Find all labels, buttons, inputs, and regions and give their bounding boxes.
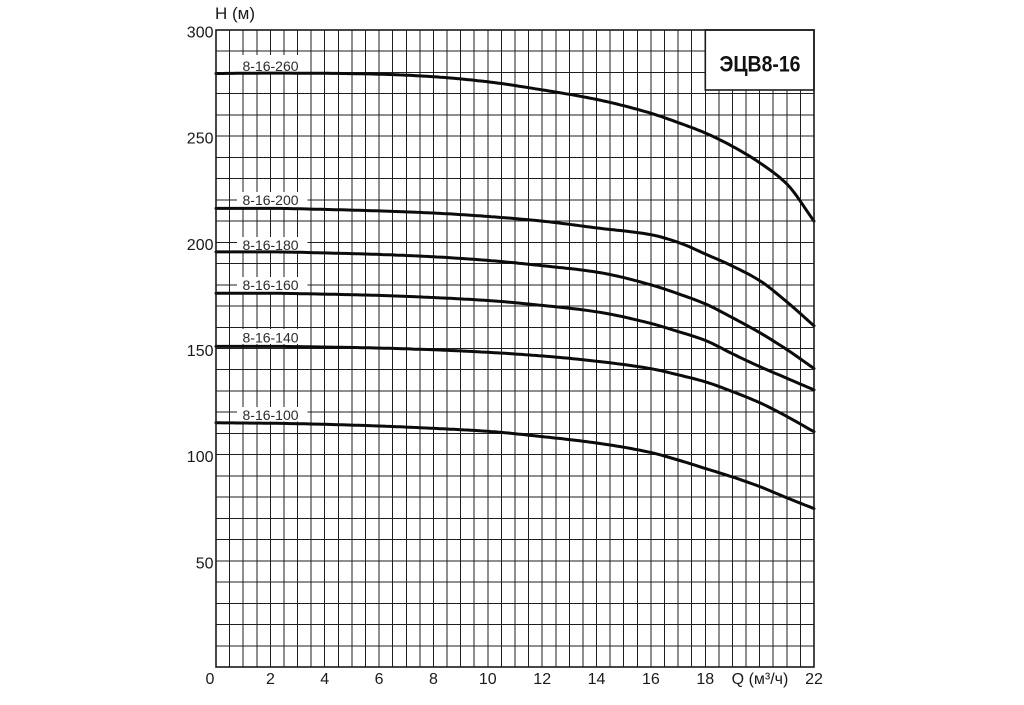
svg-text:Q (м³/ч): Q (м³/ч) — [732, 671, 789, 688]
svg-text:50: 50 — [196, 555, 214, 572]
svg-text:8-16-180: 8-16-180 — [243, 237, 299, 253]
svg-text:16: 16 — [642, 671, 660, 688]
svg-text:0: 0 — [206, 671, 215, 688]
svg-text:10: 10 — [479, 671, 497, 688]
svg-text:300: 300 — [187, 25, 214, 42]
svg-text:4: 4 — [320, 671, 329, 688]
svg-text:8: 8 — [429, 671, 438, 688]
svg-text:22: 22 — [805, 671, 823, 688]
svg-text:250: 250 — [187, 131, 214, 148]
svg-text:100: 100 — [187, 449, 214, 466]
svg-text:8-16-160: 8-16-160 — [243, 277, 299, 293]
svg-text:14: 14 — [588, 671, 606, 688]
svg-text:18: 18 — [696, 671, 714, 688]
svg-text:8-16-200: 8-16-200 — [243, 192, 299, 208]
svg-text:8-16-140: 8-16-140 — [243, 330, 299, 346]
svg-text:2: 2 — [266, 671, 275, 688]
svg-text:H (м): H (м) — [215, 4, 255, 23]
svg-text:200: 200 — [187, 237, 214, 254]
svg-text:ЭЦВ8-16: ЭЦВ8-16 — [720, 52, 801, 77]
svg-text:12: 12 — [533, 671, 551, 688]
svg-text:6: 6 — [375, 671, 384, 688]
svg-text:150: 150 — [187, 343, 214, 360]
svg-text:8-16-260: 8-16-260 — [243, 58, 299, 74]
svg-text:8-16-100: 8-16-100 — [243, 407, 299, 423]
